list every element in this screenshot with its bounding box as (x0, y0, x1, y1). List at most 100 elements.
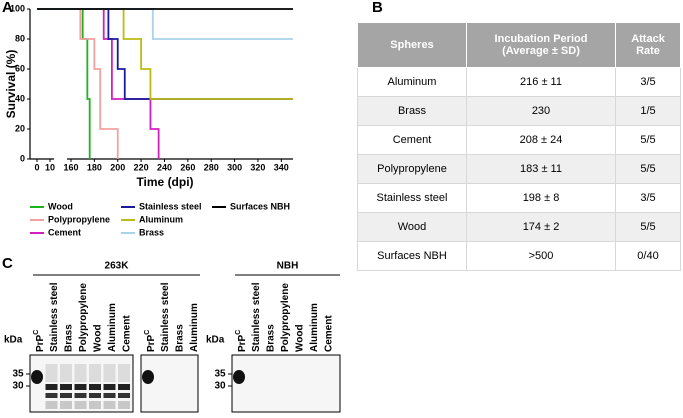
y-tick-label: 20 (15, 123, 25, 133)
marker-label: 30 (214, 381, 226, 392)
survival-line (37, 8, 293, 100)
table-cell: Wood (357, 212, 467, 242)
table-row: Brass 230 1/5 (357, 96, 681, 126)
lane-label: Aluminum (309, 303, 320, 352)
smear (103, 401, 116, 409)
survival-line (37, 8, 293, 40)
table-header: Attack Rate (615, 22, 681, 68)
unit-label: kDa (4, 335, 23, 346)
smear (60, 401, 72, 409)
panel-label: B (372, 0, 383, 16)
lane-label-sup: C (144, 330, 151, 335)
smear (60, 364, 72, 382)
table-cell: 183 ± 11 (466, 154, 616, 184)
band (74, 384, 87, 390)
table-cell: Stainless steel (357, 183, 467, 213)
table-row: Wood 174 ± 2 5/5 (357, 212, 681, 242)
marker-label: 35 (12, 369, 24, 380)
panel-label: A (2, 0, 13, 16)
legend-label: Surfaces NBH (230, 201, 290, 211)
x-tick-label: 220 (134, 162, 149, 172)
survival-line (37, 8, 119, 159)
legend-label: Stainless steel (139, 201, 202, 211)
band (118, 384, 130, 390)
lane-label-text: PrP (237, 334, 248, 352)
marker-label: 35 (214, 369, 226, 380)
legend-label: Cement (48, 227, 81, 237)
lane-label: Stainless steel (251, 282, 262, 352)
lane-label: Stainless steel (160, 282, 171, 352)
smear (118, 401, 130, 409)
lane-label: Aluminum (107, 303, 118, 352)
table-cell: Cement (357, 125, 467, 155)
smear (74, 364, 87, 382)
legend-label: Brass (139, 227, 164, 237)
table-row: Aluminum 216 ± 11 3/5 (357, 67, 681, 97)
lane-label: Brass (175, 324, 186, 352)
smear (89, 364, 101, 382)
lane-label-sup: C (33, 330, 40, 335)
x-tick-label: 340 (274, 162, 289, 172)
results-table: Spheres Incubation Period (Average ± SD)… (357, 22, 681, 271)
x-tick-label: 260 (180, 162, 195, 172)
band (89, 384, 101, 390)
table-cell: Polypropylene (357, 154, 467, 184)
lane-label-text: PrP (146, 334, 157, 352)
lane-label-sup: C (235, 330, 242, 335)
x-tick-label: 280 (204, 162, 219, 172)
band (60, 384, 72, 390)
lane-label: Polypropylene (280, 283, 291, 352)
x-tick-label: 160 (63, 162, 78, 172)
band (74, 393, 87, 398)
blot (231, 354, 341, 413)
unit-label: kDa (206, 335, 225, 346)
lane-label: Cement (324, 315, 335, 352)
y-axis-label: Survival (%) (4, 50, 18, 119)
table-cell: Brass (357, 96, 467, 126)
survival-line (37, 8, 91, 159)
lane-label: Aluminum (189, 303, 200, 352)
table-row: Surfaces NBH >500 0/40 (357, 241, 681, 271)
table-cell: 1/5 (615, 96, 681, 126)
y-tick-label: 100 (10, 3, 25, 13)
table-cell: Surfaces NBH (357, 241, 467, 271)
band (31, 370, 43, 384)
table-row: Polypropylene 183 ± 11 5/5 (357, 154, 681, 184)
smear (74, 401, 87, 409)
x-tick-label: 320 (250, 162, 265, 172)
table-cell: 3/5 (615, 183, 681, 213)
lane-label-text: PrP (35, 334, 46, 352)
lane-label: Polypropylene (78, 283, 89, 352)
legend-label: Aluminum (139, 214, 183, 224)
table-cell: 5/5 (615, 154, 681, 184)
smear (103, 364, 116, 382)
x-axis-label: Time (dpi) (136, 175, 193, 189)
y-tick-label: 0 (20, 153, 25, 163)
band (103, 393, 116, 398)
marker-label: 30 (12, 381, 24, 392)
group-label: 263K (105, 261, 130, 272)
lane-label: PrPC (33, 330, 46, 352)
lane-label: Wood (93, 324, 104, 352)
x-tick-label: 10 (45, 162, 55, 172)
x-tick-label: 0 (34, 162, 39, 172)
table-row: Stainless steel 198 ± 8 3/5 (357, 183, 681, 213)
smear (118, 364, 130, 382)
smear (45, 364, 58, 382)
band (60, 393, 72, 398)
y-tick-label: 80 (15, 33, 25, 43)
table-cell: 0/40 (615, 241, 681, 271)
legend-label: Polypropylene (48, 214, 110, 224)
band (89, 393, 101, 398)
smear (45, 401, 58, 409)
table-cell: 5/5 (615, 212, 681, 242)
group-label: NBH (277, 261, 299, 272)
x-tick-label: 300 (227, 162, 242, 172)
table-cell: 174 ± 2 (466, 212, 616, 242)
x-tick-label: 240 (157, 162, 172, 172)
x-tick-label: 200 (110, 162, 125, 172)
table-cell: 208 ± 24 (466, 125, 616, 155)
table-row: Cement 208 ± 24 5/5 (357, 125, 681, 155)
